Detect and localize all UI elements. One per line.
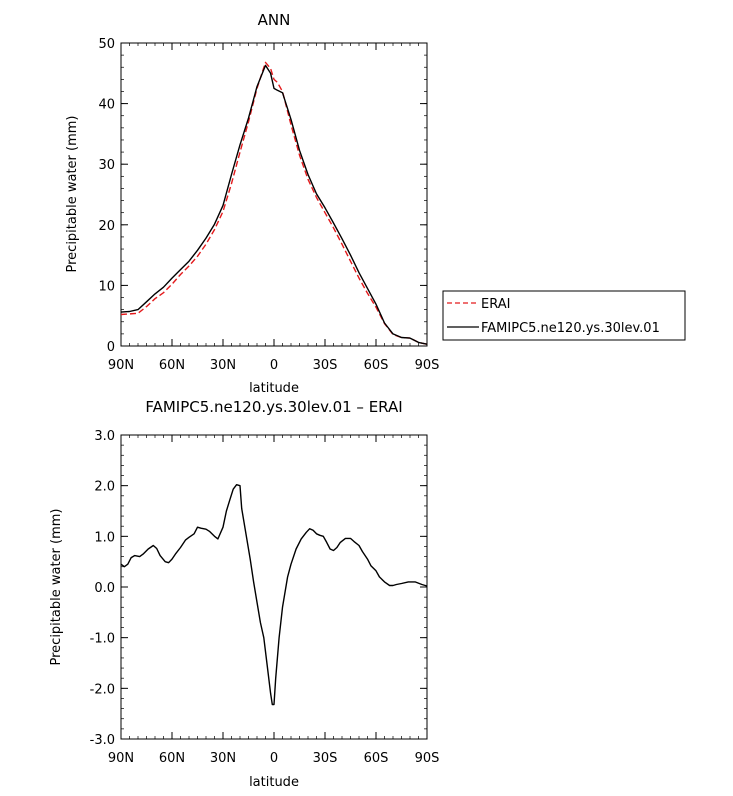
legend-label-erai: ERAI: [481, 297, 510, 312]
x-tick-label: 60N: [159, 751, 185, 766]
series-line-famipc5-ne120-ys-30lev-01: [120, 64, 428, 345]
top-series-layer: [120, 61, 428, 345]
top-tick-labels: 90N 60N 30N 0 30S 60S 90S 0 10 20 30 40 50: [98, 37, 439, 373]
bottom-panel: FAMIPC5.ne120.ys.30lev.01 – ERAI 90N 60N 3…: [49, 398, 439, 790]
bottom-major-ticks: [120, 434, 428, 740]
x-tick-label: 30N: [210, 751, 236, 766]
y-tick-label: 2.0: [94, 480, 115, 495]
legend-box: [442, 290, 686, 341]
y-tick-label: 50: [98, 37, 115, 52]
x-tick-label: 90S: [415, 358, 440, 373]
legend: ERAI FAMIPC5.ne120.ys.30lev.01: [442, 290, 686, 341]
y-tick-label: 30: [98, 158, 115, 173]
top-title: ANN: [258, 11, 291, 29]
top-x-axis-label: latitude: [249, 381, 299, 396]
x-tick-label: 90N: [108, 751, 134, 766]
top-major-ticks: [120, 42, 428, 347]
x-tick-label: 90N: [108, 358, 134, 373]
x-tick-label: 60S: [364, 751, 389, 766]
legend-label-model: FAMIPC5.ne120.ys.30lev.01: [481, 321, 660, 336]
x-tick-label: 30N: [210, 358, 236, 373]
bottom-difference-line: [120, 484, 428, 706]
y-tick-label: -2.0: [90, 682, 115, 697]
x-tick-label: 60S: [364, 358, 389, 373]
bottom-x-axis-label: latitude: [249, 775, 299, 790]
y-tick-label: -1.0: [90, 632, 115, 647]
top-panel: ANN 90N 60N 30N 0 30S 60S 90S 0 10 20 30 40 50 Preci…: [65, 11, 439, 396]
series-line-erai: [120, 61, 428, 345]
bottom-minor-ticks: [120, 434, 428, 740]
y-tick-label: 40: [98, 98, 115, 113]
y-tick-label: -3.0: [90, 733, 115, 748]
x-tick-label: 90S: [415, 751, 440, 766]
bottom-y-axis-label: Precipitable water (mm): [49, 509, 64, 666]
bottom-tick-labels: 90N 60N 30N 0 30S 60S 90S -3.0 -2.0 -1.0 0.0 1.0 2.0…: [90, 429, 440, 766]
bottom-title: FAMIPC5.ne120.ys.30lev.01 – ERAI: [145, 398, 402, 416]
bottom-plot-frame: [120, 434, 428, 740]
x-tick-label: 30S: [313, 751, 338, 766]
y-tick-label: 0: [107, 340, 115, 355]
top-y-axis-label: Precipitable water (mm): [65, 116, 80, 273]
bottom-series-layer: [120, 484, 428, 706]
x-tick-label: 0: [270, 358, 278, 373]
y-tick-label: 0.0: [94, 581, 115, 596]
y-tick-label: 3.0: [94, 429, 115, 444]
x-tick-label: 30S: [313, 358, 338, 373]
y-tick-label: 20: [98, 219, 115, 234]
x-tick-label: 0: [270, 751, 278, 766]
y-tick-label: 10: [98, 279, 115, 294]
y-tick-label: 1.0: [94, 530, 115, 545]
x-tick-label: 60N: [159, 358, 185, 373]
